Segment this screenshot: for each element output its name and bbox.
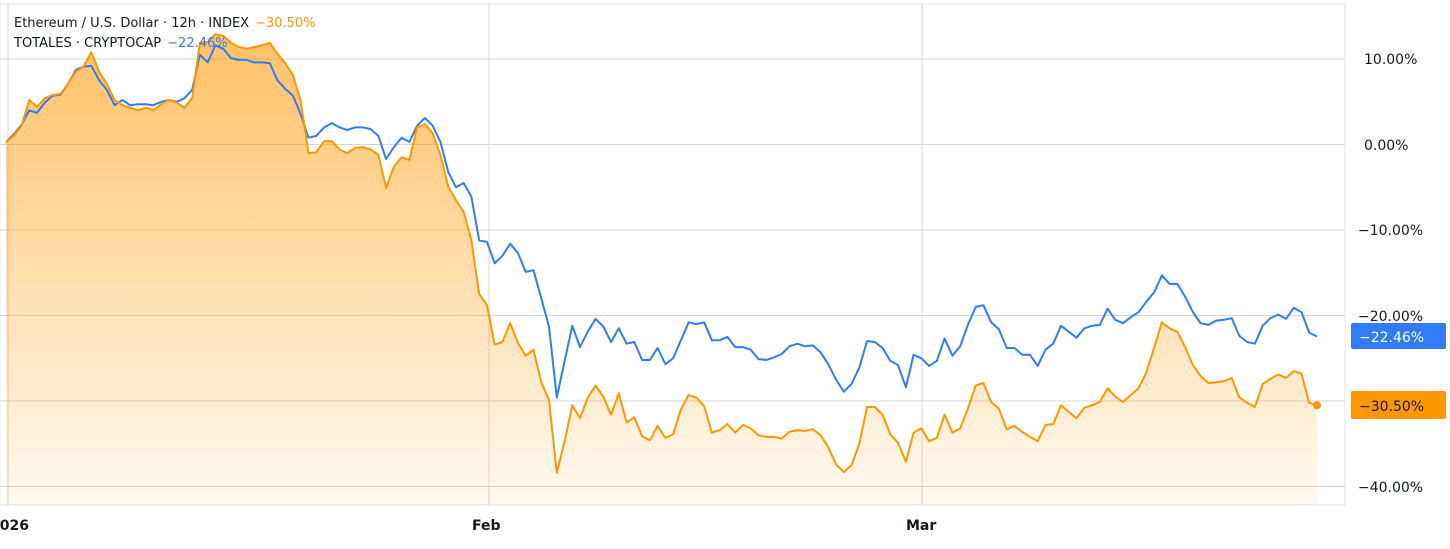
y-tick-label: −10.00% (1358, 223, 1423, 239)
x-tick-label: Feb (472, 518, 501, 534)
legend-totales[interactable]: TOTALES · CRYPTOCAP −22.46% (14, 34, 316, 54)
legend-eth-label: Ethereum / U.S. Dollar · 12h · INDEX (14, 16, 250, 31)
y-tick-label: −40.00% (1358, 480, 1423, 496)
legend-totales-label: TOTALES · CRYPTOCAP (14, 36, 162, 51)
totales-last-value: −22.46% (1359, 330, 1424, 346)
x-tick-label: 2026 (0, 518, 29, 534)
y-tick-label: 0.00% (1364, 138, 1408, 154)
legend-eth-value: −30.50% (255, 16, 316, 31)
totales-last-badge: −22.46% (1351, 323, 1446, 349)
x-tick-label: Mar (906, 518, 936, 534)
eth-last-value: −30.50% (1359, 399, 1424, 415)
totales-series-line (5, 44, 1318, 399)
legend-totales-value: −22.46% (167, 36, 228, 51)
eth-last-badge: −30.50% (1351, 391, 1446, 419)
y-tick-label: 10.00% (1364, 52, 1417, 68)
eth-last-point (1313, 401, 1321, 410)
legend: Ethereum / U.S. Dollar · 12h · INDEX −30.… (14, 14, 316, 54)
eth-area-fill (6, 34, 1317, 505)
eth-series-line (5, 33, 1318, 474)
y-tick-label: −20.00% (1358, 309, 1423, 325)
legend-eth[interactable]: Ethereum / U.S. Dollar · 12h · INDEX −30.… (14, 14, 316, 34)
